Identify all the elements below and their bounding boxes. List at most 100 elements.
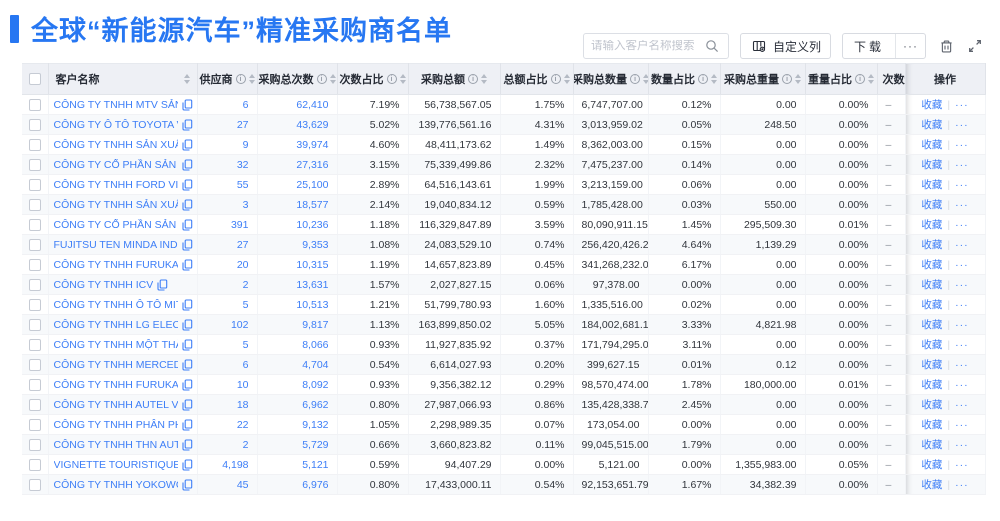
- favorite-button[interactable]: 收藏: [921, 239, 943, 251]
- row-checkbox[interactable]: [28, 138, 41, 151]
- company-name-link[interactable]: CÔNG TY TNHH FORD VIỆT NAM: [53, 178, 178, 191]
- row-checkbox[interactable]: [28, 238, 41, 251]
- company-name-link[interactable]: VIGNETTE TOURISTIQUE G UNI...: [53, 458, 178, 471]
- customize-columns-button[interactable]: 自定义列: [739, 33, 831, 59]
- copy-icon[interactable]: [181, 198, 193, 211]
- company-name-link[interactable]: CÔNG TY TNHH PHÂN PHỐI T...: [53, 418, 178, 431]
- download-button[interactable]: 下载: [853, 39, 884, 54]
- info-icon[interactable]: [468, 74, 478, 84]
- copy-icon[interactable]: [181, 178, 193, 191]
- favorite-button[interactable]: 收藏: [921, 99, 943, 111]
- more-actions-button[interactable]: ···: [955, 479, 969, 491]
- sort-icon[interactable]: [248, 74, 255, 84]
- company-name-link[interactable]: CÔNG TY CỔ PHẦN SẢN XUẤT...: [53, 218, 178, 231]
- sort-icon[interactable]: [643, 74, 647, 84]
- company-name-link[interactable]: FUJITSU TEN MINDA INDIA PVT...: [53, 238, 178, 251]
- company-name-link[interactable]: CÔNG TY TNHH AUTEL VIỆT N...: [53, 398, 178, 411]
- favorite-button[interactable]: 收藏: [921, 179, 943, 191]
- company-name-link[interactable]: CÔNG TY TNHH FURUKAWA A...: [53, 258, 178, 271]
- company-name-link[interactable]: CÔNG TY TNHH YOKOWO VIỆT...: [53, 478, 178, 491]
- copy-icon[interactable]: [181, 318, 193, 331]
- favorite-button[interactable]: 收藏: [921, 279, 943, 291]
- more-actions-button[interactable]: ···: [955, 139, 969, 151]
- favorite-button[interactable]: 收藏: [921, 319, 943, 331]
- copy-icon[interactable]: [181, 478, 193, 491]
- copy-icon[interactable]: [181, 98, 193, 111]
- header-total-amount[interactable]: 采购总额: [408, 63, 501, 95]
- info-icon[interactable]: [235, 74, 246, 84]
- search-input[interactable]: [590, 40, 703, 52]
- sort-icon[interactable]: [795, 74, 801, 84]
- row-checkbox[interactable]: [28, 458, 41, 471]
- favorite-button[interactable]: 收藏: [921, 439, 943, 451]
- row-checkbox[interactable]: [28, 198, 41, 211]
- row-checkbox[interactable]: [28, 118, 41, 131]
- header-total-weight[interactable]: 采购总重量: [720, 63, 806, 95]
- company-name-link[interactable]: CÔNG TY TNHH FURUKAWA A...: [53, 378, 178, 391]
- delete-icon[interactable]: [937, 37, 955, 55]
- header-count-pct[interactable]: 次数占比: [337, 63, 409, 95]
- more-actions-button[interactable]: ···: [955, 219, 969, 231]
- header-supplier[interactable]: 供应商: [197, 63, 258, 95]
- favorite-button[interactable]: 收藏: [921, 159, 943, 171]
- favorite-button[interactable]: 收藏: [921, 399, 943, 411]
- company-name-link[interactable]: CÔNG TY TNHH LG ELECTRON...: [53, 318, 178, 331]
- header-customer-name[interactable]: 客户名称: [48, 63, 198, 95]
- copy-icon[interactable]: [181, 398, 193, 411]
- sort-icon[interactable]: [563, 74, 570, 84]
- row-checkbox[interactable]: [28, 218, 41, 231]
- company-name-link[interactable]: CÔNG TY TNHH ICV: [53, 278, 154, 291]
- row-checkbox[interactable]: [28, 338, 41, 351]
- favorite-button[interactable]: 收藏: [921, 339, 943, 351]
- company-name-link[interactable]: CÔNG TY TNHH MERCEDES–B...: [53, 358, 178, 371]
- favorite-button[interactable]: 收藏: [921, 119, 943, 131]
- row-checkbox[interactable]: [28, 158, 41, 171]
- info-icon[interactable]: [698, 74, 708, 84]
- more-actions-button[interactable]: ···: [955, 299, 969, 311]
- row-checkbox[interactable]: [28, 98, 41, 111]
- row-checkbox[interactable]: [28, 278, 41, 291]
- info-icon[interactable]: [316, 74, 327, 84]
- favorite-button[interactable]: 收藏: [921, 259, 943, 271]
- more-actions-button[interactable]: ···: [955, 279, 969, 291]
- download-more-button[interactable]: ···: [895, 34, 925, 58]
- copy-icon[interactable]: [157, 278, 168, 291]
- more-actions-button[interactable]: ···: [955, 259, 969, 271]
- more-actions-button[interactable]: ···: [955, 439, 969, 451]
- copy-icon[interactable]: [181, 298, 193, 311]
- header-weight-pct[interactable]: 重量占比: [805, 63, 878, 95]
- header-amount-pct[interactable]: 总额占比: [500, 63, 574, 95]
- company-name-link[interactable]: CÔNG TY TNHH MỘT THÀNH V...: [53, 338, 178, 351]
- favorite-button[interactable]: 收藏: [921, 419, 943, 431]
- row-checkbox[interactable]: [28, 438, 41, 451]
- row-checkbox[interactable]: [28, 318, 41, 331]
- select-all-checkbox[interactable]: [28, 73, 41, 86]
- row-checkbox[interactable]: [28, 358, 41, 371]
- copy-icon[interactable]: [181, 118, 193, 131]
- sort-icon[interactable]: [481, 74, 487, 84]
- row-checkbox[interactable]: [28, 418, 41, 431]
- info-icon[interactable]: [386, 74, 397, 84]
- favorite-button[interactable]: 收藏: [921, 459, 943, 471]
- favorite-button[interactable]: 收藏: [921, 139, 943, 151]
- row-checkbox[interactable]: [28, 378, 41, 391]
- copy-icon[interactable]: [181, 438, 193, 451]
- row-checkbox[interactable]: [28, 178, 41, 191]
- more-actions-button[interactable]: ···: [955, 399, 969, 411]
- more-actions-button[interactable]: ···: [955, 199, 969, 211]
- copy-icon[interactable]: [181, 458, 193, 471]
- sort-icon[interactable]: [399, 74, 406, 84]
- favorite-button[interactable]: 收藏: [921, 379, 943, 391]
- copy-icon[interactable]: [181, 218, 193, 231]
- more-actions-button[interactable]: ···: [955, 379, 969, 391]
- sort-icon[interactable]: [868, 74, 874, 84]
- more-actions-button[interactable]: ···: [955, 459, 969, 471]
- customer-search-box[interactable]: [582, 33, 729, 59]
- company-name-link[interactable]: CÔNG TY TNHH SẢN XUẤT VÀ ...: [53, 138, 178, 151]
- info-icon[interactable]: [782, 74, 792, 84]
- more-actions-button[interactable]: ···: [955, 99, 969, 111]
- more-actions-button[interactable]: ···: [955, 319, 969, 331]
- company-name-link[interactable]: CÔNG TY TNHH SẢN XUẤT VÀ ...: [53, 198, 178, 211]
- company-name-link[interactable]: CÔNG TY TNHH Ô TÔ MITSUBI...: [53, 298, 178, 311]
- copy-icon[interactable]: [181, 138, 193, 151]
